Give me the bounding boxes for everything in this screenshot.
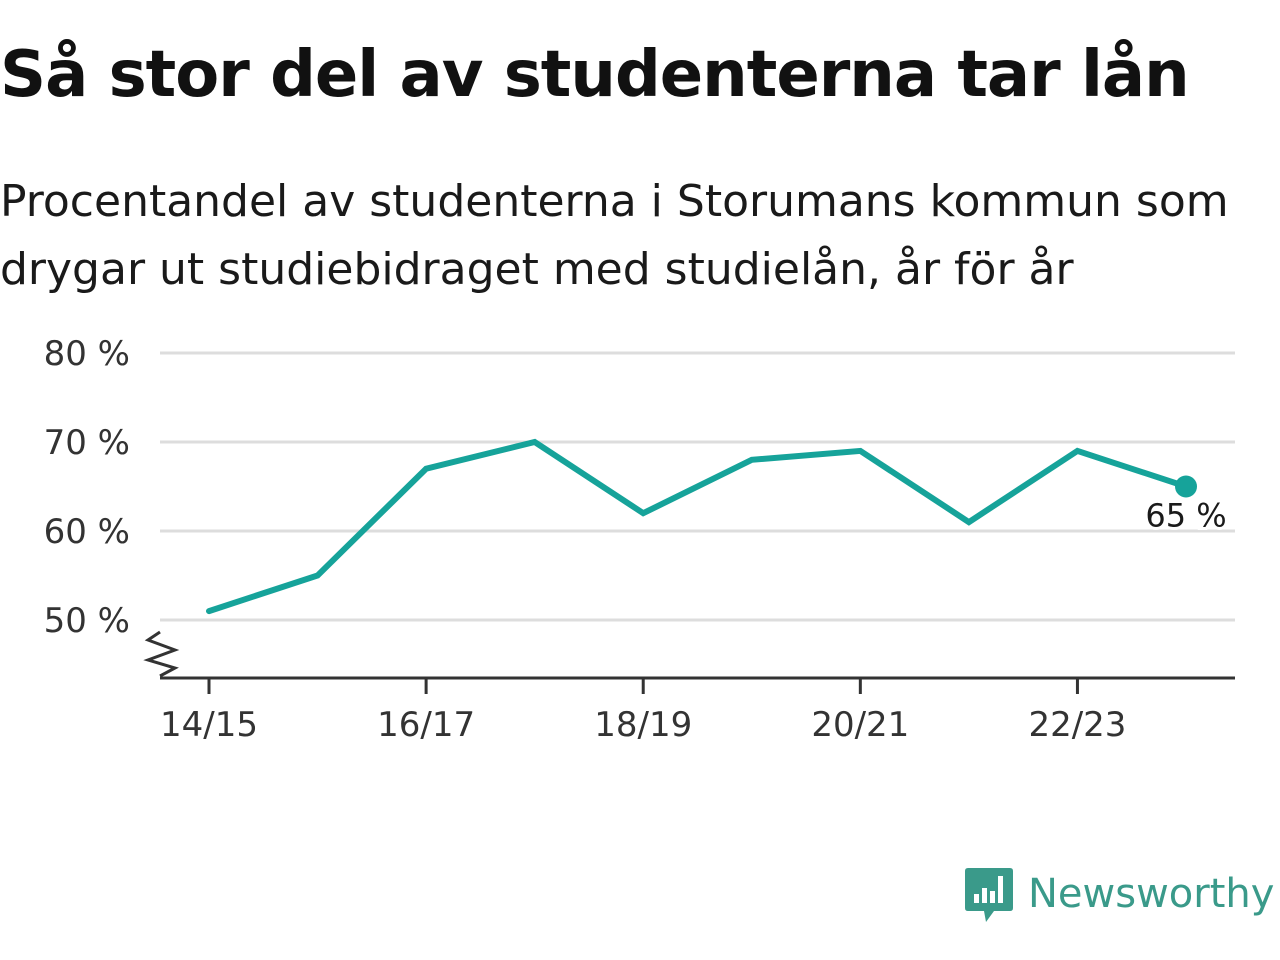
x-axis: 14/15 16/17 18/19 20/21 22/23 xyxy=(160,676,1235,745)
brand-name: Newsworthy xyxy=(1028,871,1275,917)
x-tick-label: 16/17 xyxy=(377,705,475,745)
y-tick-label: 60 % xyxy=(44,512,130,552)
chart-subtitle: Procentandel av studenterna i Storumans … xyxy=(0,176,1229,295)
chart-title: Så stor del av studenterna tar lån xyxy=(0,38,1190,112)
series-line xyxy=(206,438,1189,615)
y-axis-break-mark xyxy=(143,630,180,678)
data-series xyxy=(206,438,1197,615)
x-tick-label: 20/21 xyxy=(811,705,909,745)
y-tick-label: 50 % xyxy=(44,601,130,641)
x-tick-label: 18/19 xyxy=(594,705,692,745)
x-tick-label: 14/15 xyxy=(160,705,258,745)
last-data-point xyxy=(1175,475,1197,498)
y-tick-label: 70 % xyxy=(44,423,130,463)
data-labels: 65 % xyxy=(1142,494,1229,538)
end-value-label: 65 % xyxy=(1145,497,1226,535)
newsworthy-brand: Newsworthy xyxy=(964,864,1274,924)
gridlines: 50 % 60 % 70 % 80 % xyxy=(44,334,1235,641)
newsworthy-logo-icon xyxy=(965,868,1013,922)
x-tick-label: 22/23 xyxy=(1028,705,1126,745)
y-tick-label: 80 % xyxy=(44,334,130,374)
